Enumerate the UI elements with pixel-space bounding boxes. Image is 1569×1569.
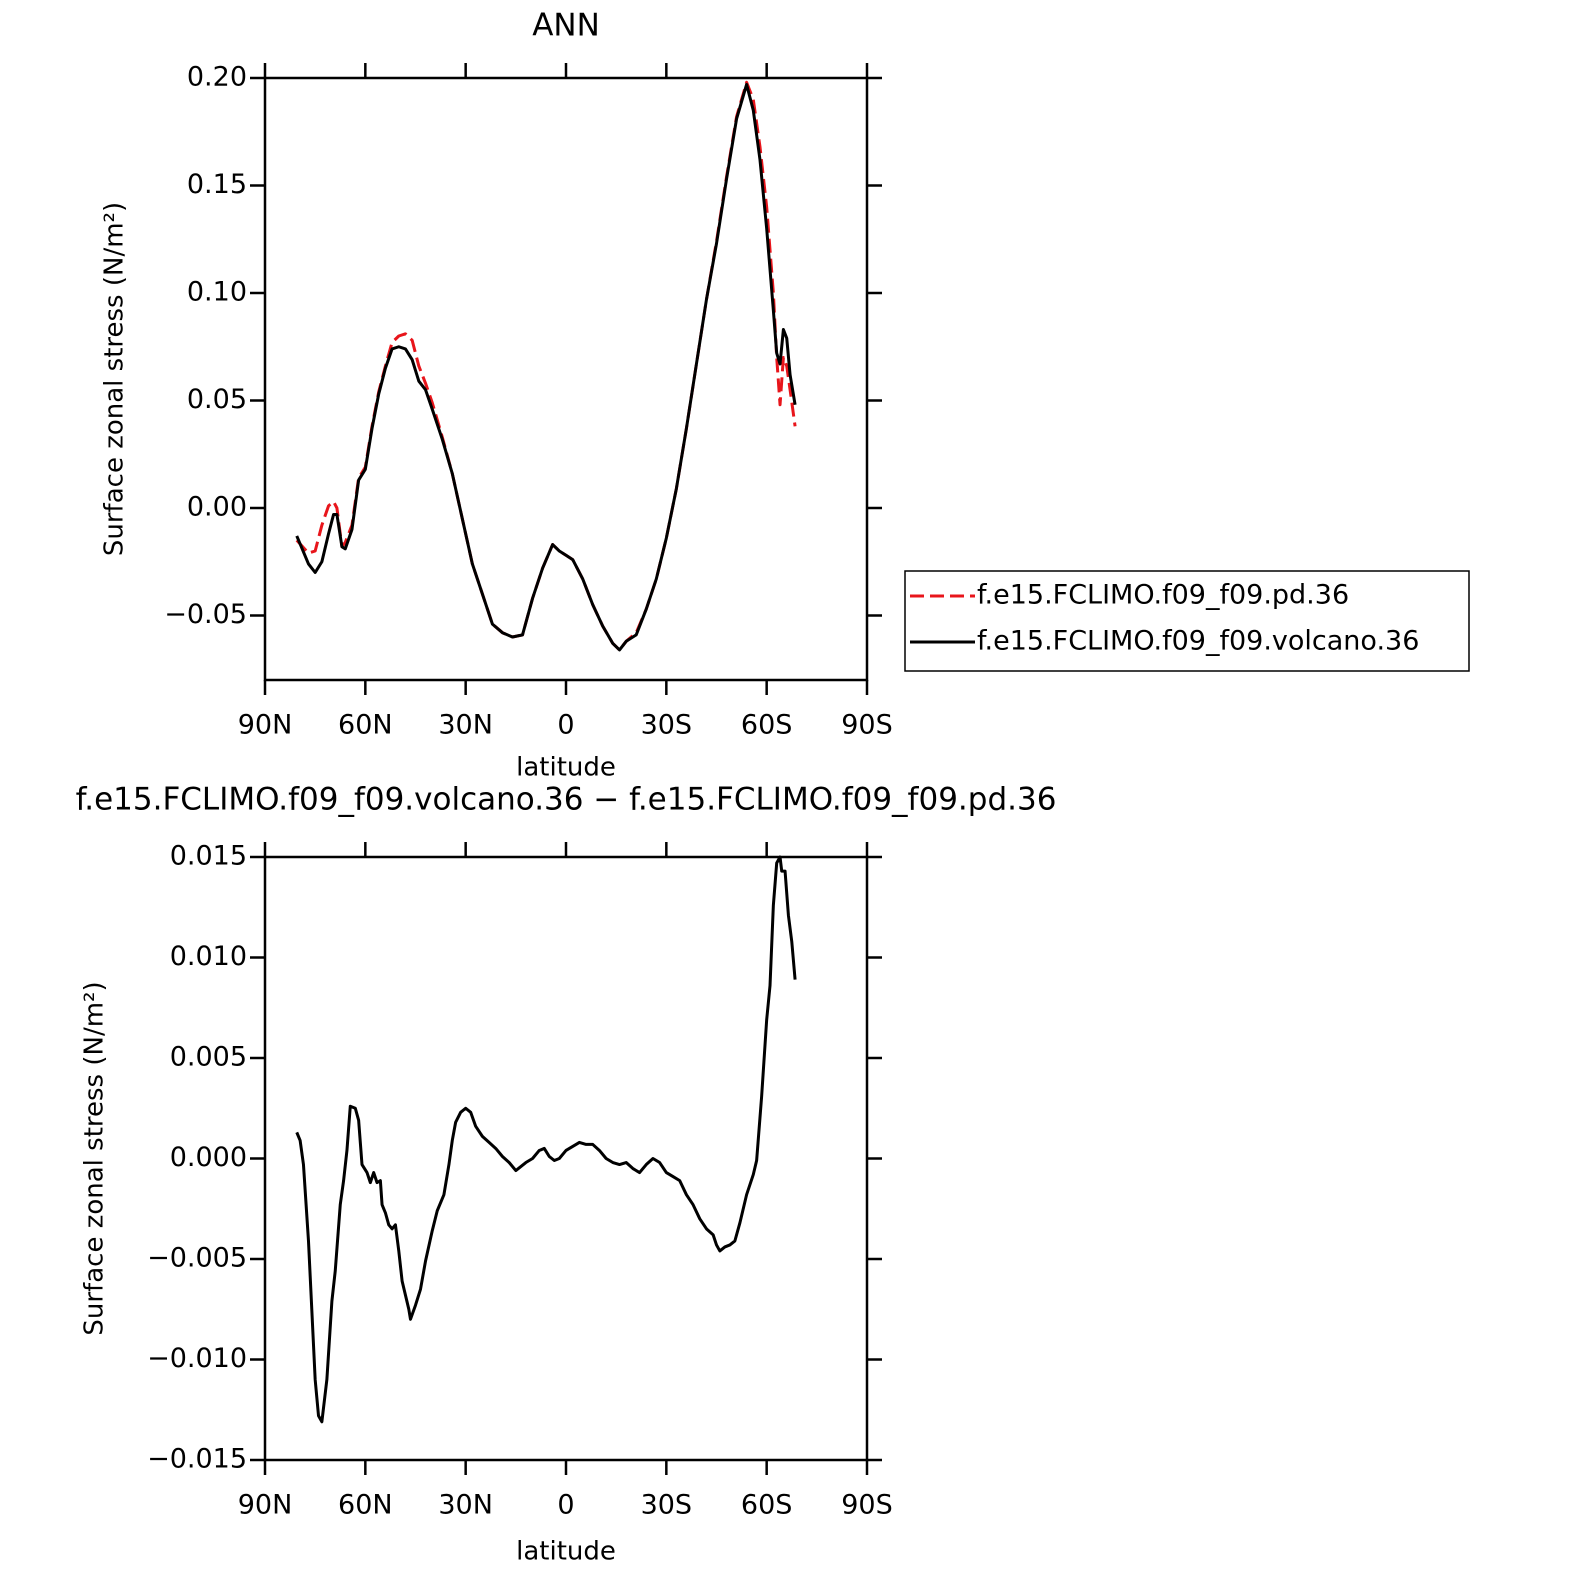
y-tick-label: −0.05 bbox=[164, 599, 247, 630]
x-tick-label: 90N bbox=[238, 710, 293, 741]
y-tick-label: 0.15 bbox=[187, 169, 247, 200]
data-line bbox=[295, 855, 797, 1424]
x-tick-label: 30S bbox=[641, 710, 693, 741]
y-tick-label: 0.010 bbox=[170, 941, 247, 972]
x-axis-label: latitude bbox=[516, 753, 616, 783]
data-line bbox=[295, 82, 797, 652]
y-tick-label: 0.10 bbox=[187, 277, 247, 308]
x-tick-label: 60N bbox=[338, 1490, 393, 1521]
y-tick-label: 0.00 bbox=[187, 492, 247, 523]
y-tick-label: 0.015 bbox=[170, 841, 247, 872]
y-tick-label: −0.015 bbox=[147, 1444, 247, 1475]
x-tick-label: 60S bbox=[741, 1490, 793, 1521]
y-tick-label: 0.000 bbox=[170, 1142, 247, 1173]
x-axis-label: latitude bbox=[516, 1537, 616, 1567]
legend-label: f.e15.FCLIMO.f09_f09.pd.36 bbox=[977, 580, 1349, 611]
legend-box bbox=[904, 570, 1470, 672]
x-tick-label: 0 bbox=[557, 710, 574, 741]
y-axis-label: Surface zonal stress (N/m²) bbox=[80, 981, 110, 1335]
x-tick-label: 60N bbox=[338, 710, 393, 741]
chart-title: f.e15.FCLIMO.f09_f09.volcano.36 − f.e15.… bbox=[76, 782, 1057, 818]
plot-frame bbox=[263, 76, 869, 682]
y-tick-label: −0.005 bbox=[147, 1243, 247, 1274]
y-tick-label: 0.20 bbox=[187, 62, 247, 93]
x-tick-label: 0 bbox=[557, 1490, 574, 1521]
y-tick-label: 0.005 bbox=[170, 1042, 247, 1073]
y-axis-label: Surface zonal stress (N/m²) bbox=[100, 202, 130, 556]
legend-label: f.e15.FCLIMO.f09_f09.volcano.36 bbox=[977, 626, 1419, 657]
x-tick-label: 30N bbox=[438, 1490, 493, 1521]
x-tick-label: 90S bbox=[841, 710, 893, 741]
x-tick-label: 30S bbox=[641, 1490, 693, 1521]
y-tick-label: 0.05 bbox=[187, 384, 247, 415]
chart-title: ANN bbox=[532, 8, 600, 44]
plot-frame bbox=[263, 855, 869, 1462]
data-line bbox=[295, 80, 797, 652]
x-tick-label: 60S bbox=[741, 710, 793, 741]
y-tick-label: −0.010 bbox=[147, 1343, 247, 1374]
x-tick-label: 90S bbox=[841, 1490, 893, 1521]
x-tick-label: 90N bbox=[238, 1490, 293, 1521]
x-tick-label: 30N bbox=[438, 710, 493, 741]
